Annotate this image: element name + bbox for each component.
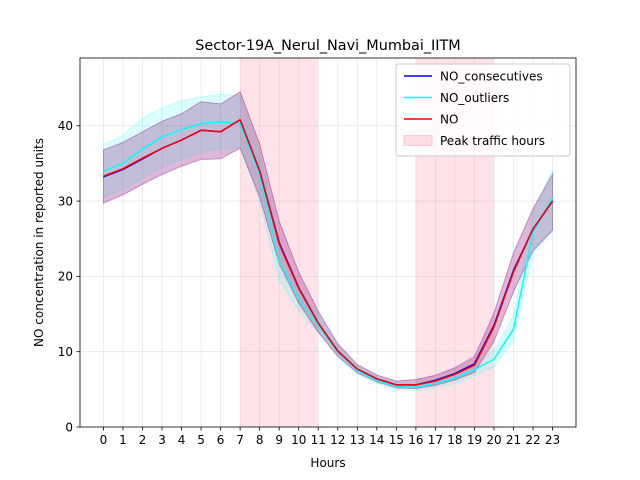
legend: NO_consecutives NO_outliers NO Peak traffic…	[395, 63, 571, 157]
x-tick-label: 12	[330, 433, 345, 447]
chart-title: Sector-19A_Nerul_Navi_Mumbai_IITM	[195, 38, 460, 54]
confidence-bands	[103, 91, 553, 392]
y-tick-label: 30	[58, 194, 73, 208]
x-tick-label: 18	[447, 433, 462, 447]
x-tick-label: 11	[311, 433, 326, 447]
x-tick-label: 21	[506, 433, 521, 447]
x-tick-label: 6	[217, 433, 225, 447]
x-tick-label: 0	[100, 433, 108, 447]
legend-label: Peak traffic hours	[440, 134, 545, 148]
x-axis-label: Hours	[310, 456, 345, 470]
NO_outliers-band	[103, 93, 553, 392]
x-tick-label: 13	[350, 433, 365, 447]
x-tick-label: 17	[428, 433, 443, 447]
y-axis-label: NO concentration in reported units	[32, 138, 46, 347]
x-tick-label: 5	[197, 433, 205, 447]
x-tick-label: 15	[389, 433, 404, 447]
x-tick-label: 20	[486, 433, 501, 447]
series-lines	[103, 119, 554, 388]
y-tick-label: 40	[58, 119, 73, 133]
x-tick-label: 23	[545, 433, 560, 447]
x-tick-label: 8	[256, 433, 264, 447]
NO-band	[103, 91, 553, 389]
legend-label: NO	[440, 112, 458, 126]
y-tick-label: 20	[58, 270, 73, 284]
legend-swatch-peak-traffic	[403, 135, 433, 146]
x-tick-label: 10	[291, 433, 306, 447]
NO_outliers-line	[103, 121, 554, 388]
x-tick-label: 9	[275, 433, 283, 447]
legend-label: NO_consecutives	[440, 69, 543, 83]
NO_consecutives-band	[103, 91, 553, 389]
x-tick-label: 14	[369, 433, 384, 447]
x-axis-ticks: 0 1 2 3 4 5 6 7 8 9 10 11 12 13 14 15 16 17 18 19 20 21 22 23	[100, 427, 560, 447]
x-tick-label: 7	[236, 433, 244, 447]
NO-line	[103, 119, 554, 386]
x-tick-label: 3	[158, 433, 166, 447]
y-tick-label: 0	[65, 420, 73, 434]
axes-frame	[79, 57, 577, 428]
y-axis-ticks: 0 10 20 30 40	[58, 119, 80, 434]
x-tick-label: 16	[408, 433, 423, 447]
x-tick-label: 19	[467, 433, 482, 447]
x-tick-label: 22	[525, 433, 540, 447]
legend-label: NO_outliers	[440, 91, 509, 105]
y-tick-label: 10	[58, 345, 73, 359]
x-tick-label: 4	[178, 433, 186, 447]
x-tick-label: 1	[119, 433, 127, 447]
legend-box	[395, 63, 571, 157]
x-tick-label: 2	[139, 433, 147, 447]
